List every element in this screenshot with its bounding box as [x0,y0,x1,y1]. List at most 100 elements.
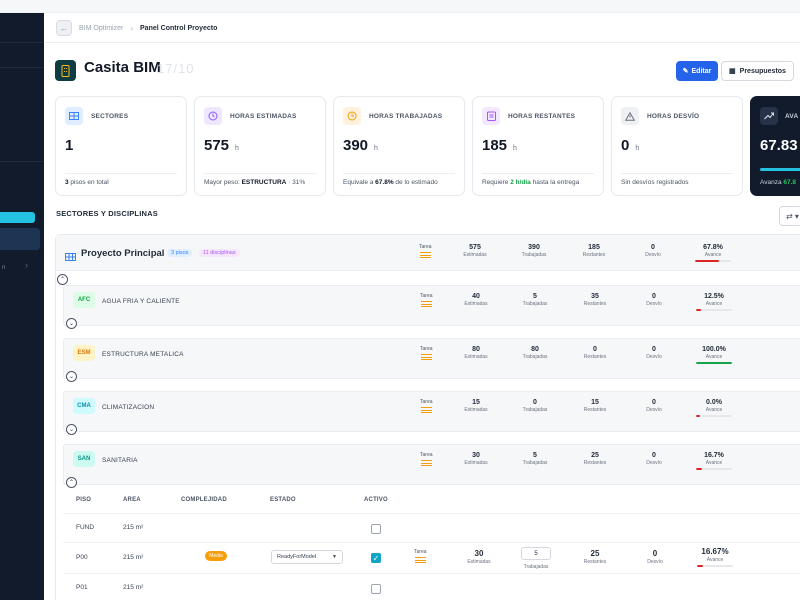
discipline-code-badge: SAN [73,451,95,467]
discipline-row-cma[interactable]: CMA CLIMATIZACION Tarea 15 Estimadas 0 Trabaja… [63,391,800,432]
table-row[interactable]: FUND 215 m² [63,513,800,541]
stat-label: Trabajadas [522,301,548,307]
task-indicator[interactable]: Tarea [414,549,427,565]
task-indicator[interactable]: Tarea [420,452,433,468]
calculator-icon: ▦ [729,68,736,75]
expand-toggle[interactable]: ⌄ [66,424,77,435]
stat-value: 5 [533,293,537,300]
collapse-toggle[interactable]: ⌃ [66,477,77,488]
edit-button[interactable]: ✎ Editar [676,61,718,81]
stat-estimadas: 575 Estimadas [451,244,499,258]
table-row[interactable]: P00 215 m² Media ReadyForModel ▼ ✓ Tarea … [63,542,800,572]
kpi-unit: h [635,145,640,152]
kpi-footer-text: Mayor peso: [204,179,242,186]
stat-restantes: 0 Restantes [571,346,619,360]
stat-value: 15 [591,399,599,406]
stat-trabajadas: 5 Trabajadas [511,293,559,307]
top-strip [0,0,800,13]
progress-track [695,260,731,262]
discipline-row-esm[interactable]: ESM ESTRUCTURA METALICA Tarea 80 Estimadas 80… [63,338,800,379]
stat-trabajadas: 80 Trabajadas [511,346,559,360]
state-select[interactable]: ReadyForModel ▼ [271,550,343,564]
cell-area: 215 m² [123,554,144,561]
stat-label: Desvío [646,407,662,413]
header-divider [44,42,800,43]
kpi-label: HORAS TRABAJADAS [369,113,443,120]
kpi-divider [204,173,316,174]
breadcrumb-app[interactable]: BIM Optimizer [79,24,124,32]
progress-track [697,565,733,567]
breadcrumb: ← BIM Optimizer › Panel Control Proyecto [56,19,217,37]
stat-value: 25 [590,549,600,558]
cell-area: 215 m² [123,524,144,531]
discipline-code-badge: CMA [73,398,95,414]
stat-value: 0 [652,549,658,558]
stat-value: 80 [531,346,539,353]
stat-label: Trabajadas [521,252,547,258]
expand-toggle[interactable]: ⌄ [66,371,77,382]
budgets-button[interactable]: ▦ Presupuestos [721,61,794,81]
stat-label: Estimadas [464,301,488,307]
discipline-row-san[interactable]: SAN SANITARIA Tarea 30 Estimadas 5 Trabajadas 2… [63,444,800,485]
kpi-divider [65,173,177,174]
active-checkbox[interactable] [371,584,381,594]
stat-value: 390 [528,244,540,251]
expand-toggle[interactable]: ⌄ [66,318,77,329]
trend-up-icon [760,107,778,125]
progress-bar [760,168,800,171]
task-indicator[interactable]: Tarea [419,244,432,260]
col-header-activo: ACTIVO [364,497,388,503]
active-checkbox[interactable]: ✓ [371,553,381,563]
stat-restantes: 25 Restantes [571,549,619,565]
stat-value: 575 [469,244,481,251]
progress-fill [696,468,702,470]
task-label: Tarea [420,293,433,299]
task-indicator[interactable]: Tarea [420,293,433,309]
kpi-footer-text: pisos en total [68,179,109,186]
collapse-toggle[interactable]: ⌃ [57,274,68,285]
back-arrow-icon[interactable]: ← [56,20,72,36]
sidebar-divider [0,67,44,68]
progress-track [696,362,732,364]
stat-value: 15 [472,399,480,406]
stat-label: Estimadas [467,559,491,565]
stat-label: Restantes [583,407,607,413]
project-subtitle-faded: 17/10 [157,61,195,76]
task-indicator[interactable]: Tarea [420,346,433,362]
caret-down-icon: ▼ [332,554,337,560]
chevron-right-icon[interactable]: › [25,260,28,270]
worked-hours-input[interactable]: 5 [521,547,551,560]
kpi-footer-text: · 31% [286,179,306,186]
sidebar-active-indicator[interactable] [0,212,35,223]
stat-desvio: 0 Desvío [630,399,678,413]
sort-toggle-button[interactable]: ⇄ ▾ [779,206,800,226]
stat-label: Avance [706,557,724,563]
discipline-code-badge: AFC [73,292,95,308]
discipline-row-afc[interactable]: AFC AGUA FRIA Y CALIENTE Tarea 40 Estimadas 5… [63,285,800,326]
kpi-label: HORAS RESTANTES [508,113,576,120]
project-summary-row[interactable]: Proyecto Principal 3 pisos 11 disciplina… [56,235,800,271]
stat-label: Trabajadas [522,354,548,360]
stat-label: Avance [705,460,723,466]
task-lines-icon [420,354,432,360]
task-indicator[interactable]: Tarea [420,399,433,415]
stat-desvio: 0 Desvío [630,293,678,307]
stat-label: Avance [705,407,723,413]
sidebar-item-highlight[interactable] [0,228,40,250]
floors-chip: 3 pisos [167,249,193,257]
sidebar: n › [0,13,44,600]
stat-value: 25 [591,452,599,459]
stat-estimadas: 80 Estimadas [452,346,500,360]
stat-value: 185 [588,244,600,251]
stat-trabajadas: 5 Trabajadas [511,452,559,466]
stat-value: 5 [533,452,537,459]
kpi-footer: Equivale a 67.8% de lo estimado [343,179,438,186]
stat-label: Restantes [583,354,607,360]
table-row[interactable]: P01 215 m² [63,573,800,600]
stat-restantes: 15 Restantes [571,399,619,413]
col-header-complejidad: COMPLEJIDAD [181,497,227,503]
stat-label: Estimadas [464,407,488,413]
stat-estimadas: 30 Estimadas [452,452,500,466]
kpi-label: HORAS ESTIMADAS [230,113,297,120]
active-checkbox[interactable] [371,524,381,534]
